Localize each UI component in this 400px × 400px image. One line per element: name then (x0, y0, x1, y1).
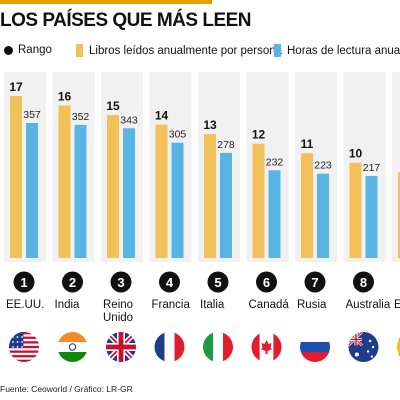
country-label: Australia (346, 299, 391, 311)
books-bar (301, 153, 313, 258)
country-label: Francia (152, 299, 191, 311)
legend-books-label: Libros leídos anualmente por persona (89, 44, 283, 57)
country-label: Reino (103, 299, 133, 311)
hours-bar (74, 124, 87, 259)
books-value-label: 14 (155, 109, 169, 123)
title-accent-rule (0, 0, 212, 4)
books-value-label: 16 (58, 90, 72, 104)
russia-flag-icon (300, 332, 330, 362)
books-bar (252, 143, 265, 258)
legend-rank-label: Rango (18, 44, 52, 56)
legend-rank: Rango (4, 44, 52, 56)
books-value-label: 15 (106, 99, 120, 113)
hours-bar (268, 170, 281, 258)
rank-number: 5 (214, 275, 221, 290)
books-value-label: 12 (252, 128, 266, 142)
books-bar (58, 105, 71, 258)
hours-value-label: 223 (314, 160, 332, 172)
rank-dot-icon (4, 45, 13, 55)
books-bar (349, 162, 362, 258)
hours-value-label: 278 (217, 139, 235, 151)
france-flag-icon (154, 332, 185, 362)
books-value-label: 13 (203, 118, 217, 132)
hours-value-label: 232 (266, 156, 284, 168)
country-label: Rusia (297, 299, 327, 311)
books-swatch (76, 44, 83, 57)
india-flag-icon (57, 332, 88, 362)
country-label: Unido (103, 312, 133, 324)
books-value-label: 11 (301, 137, 314, 151)
hours-value-label: 305 (169, 129, 187, 141)
hours-bar (26, 123, 38, 258)
rank-number: 3 (117, 275, 124, 290)
rank-badge (62, 271, 83, 293)
books-value-label: 17 (9, 80, 23, 94)
country-label: Italia (200, 299, 225, 311)
rank-number: 6 (263, 275, 270, 290)
hours-bar (171, 142, 184, 258)
country-label: Es (394, 299, 400, 311)
canada-flag-icon (251, 332, 282, 362)
country-label: Canadá (249, 299, 290, 311)
hours-swatch (274, 44, 281, 57)
chart-title: LOS PAÍSES QUE MÁS LEEN (0, 10, 252, 31)
books-bar (204, 134, 216, 258)
hours-value-label: 357 (23, 109, 41, 121)
legend-books: Libros leídos anualmente por persona (76, 44, 282, 57)
hours-value-label: 352 (72, 111, 90, 123)
italy-flag-icon (203, 332, 233, 362)
country-label: India (55, 299, 81, 311)
books-bar (107, 115, 119, 258)
rank-badge (159, 271, 180, 293)
rank-number: 4 (166, 275, 174, 290)
rank-badge (13, 271, 35, 293)
legend-hours: Horas de lectura anuales (274, 44, 400, 57)
legend-hours-label: Horas de lectura anuales (287, 44, 400, 57)
books-value-label: 10 (349, 147, 363, 161)
legend: Rango Libros leídos anualmente por perso… (0, 44, 400, 62)
hours-bar (365, 175, 378, 258)
hours-value-label: 217 (363, 162, 381, 174)
hours-bar (123, 128, 135, 258)
rank-badge (207, 271, 229, 293)
hours-value-label: 343 (120, 114, 138, 126)
hours-bar (220, 152, 232, 258)
rank-badge (256, 271, 277, 293)
usa-flag-icon (9, 332, 39, 362)
rank-badge (304, 271, 326, 293)
rank-number: 2 (69, 275, 76, 290)
rank-badge (110, 271, 132, 293)
uk-flag-icon (106, 332, 136, 362)
books-bar (398, 172, 400, 258)
rank-number: 1 (20, 275, 27, 290)
country-label: EE.UU. (6, 299, 44, 311)
rank-badge (353, 271, 374, 293)
books-bar (10, 96, 22, 258)
rank-number: 8 (360, 275, 367, 290)
hours-bar (317, 173, 329, 258)
books-bar (155, 124, 168, 259)
column-panel (392, 72, 400, 262)
australia-flag-icon (348, 332, 379, 362)
rank-number: 7 (311, 275, 318, 290)
source-note: Fuente: Ceoworld / Gráfico: LR-GR (0, 384, 133, 394)
